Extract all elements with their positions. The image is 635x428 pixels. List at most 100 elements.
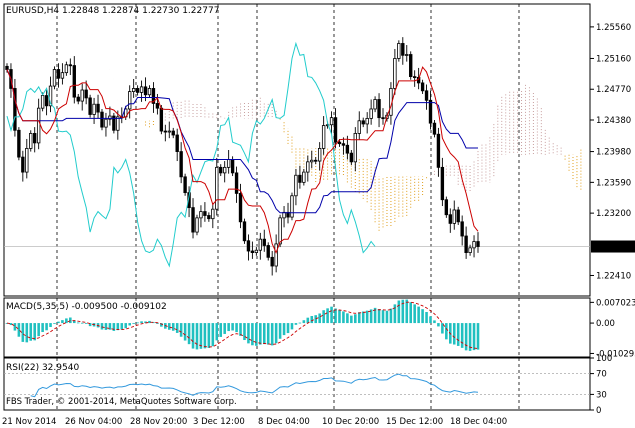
candle-body — [397, 43, 401, 59]
macd-signal-line — [6, 301, 479, 350]
candle-body — [112, 115, 116, 131]
macd-bar — [468, 323, 472, 351]
candle-body — [274, 243, 278, 267]
candle-body — [246, 240, 251, 252]
x-tick-label: 26 Nov 04:00 — [65, 417, 122, 427]
candle-body — [369, 108, 373, 119]
price-tick-label: 1.22410 — [596, 271, 631, 281]
candle-body — [472, 241, 476, 249]
candle-body — [254, 249, 259, 253]
candle-body — [171, 130, 175, 136]
candle-body — [159, 107, 164, 132]
candle-body — [64, 64, 69, 74]
macd-bar — [357, 312, 361, 324]
price-tick-label: 1.24770 — [596, 85, 631, 95]
macd-bar — [136, 322, 139, 324]
macd-bar — [227, 323, 230, 332]
candle-body — [207, 215, 211, 220]
candle-body — [147, 88, 152, 96]
price-tick-label: 1.24380 — [596, 116, 631, 126]
macd-bar — [128, 323, 131, 326]
candle-body — [92, 103, 96, 115]
candle-body — [373, 99, 377, 110]
candle-body — [179, 151, 183, 178]
candle-body — [21, 156, 25, 173]
candle-body — [183, 176, 187, 194]
macd-bar — [251, 323, 254, 346]
kijun-line — [6, 69, 478, 214]
macd-bar — [294, 323, 298, 325]
macd-bar — [124, 323, 128, 329]
macd-bar — [282, 323, 286, 336]
candle-body — [393, 58, 397, 89]
macd-bar — [369, 309, 373, 324]
candle-body — [76, 96, 80, 102]
candle-body — [333, 117, 338, 143]
macd-bar — [338, 310, 341, 324]
candle-body — [116, 116, 120, 131]
macd-bar — [421, 309, 424, 324]
macd-bar — [365, 310, 369, 324]
macd-bar — [346, 313, 349, 324]
macd-bar — [199, 323, 203, 349]
rsi-panel — [4, 373, 590, 398]
candle-body — [314, 159, 318, 162]
macd-bar — [140, 321, 143, 324]
candle-body — [357, 120, 361, 134]
candle-body — [456, 209, 460, 223]
candle-body — [432, 122, 437, 135]
macd-bar — [306, 317, 310, 324]
macd-bar — [330, 306, 333, 324]
candle-body — [294, 174, 298, 197]
macd-bar — [144, 321, 147, 324]
candle-body — [270, 256, 274, 267]
macd-bar — [274, 323, 278, 344]
candle-body — [464, 235, 468, 253]
candle-body — [278, 217, 282, 245]
x-tick-label: 10 Dec 20:00 — [322, 417, 379, 427]
macd-tick-label: -0.010295 — [596, 349, 635, 359]
candle-body — [310, 159, 314, 163]
macd-bar — [76, 322, 80, 324]
macd-bar — [88, 323, 92, 327]
macd-bar — [104, 323, 108, 330]
macd-bar — [381, 310, 385, 324]
macd-bar — [437, 323, 440, 327]
candle-body — [60, 72, 65, 79]
price-tick-label: 1.23980 — [596, 148, 631, 158]
macd-title: MACD(5,35,5) -0.009500 -0.009102 — [6, 302, 167, 312]
x-tick-label: 8 Dec 04:00 — [258, 417, 310, 427]
candle-body — [223, 166, 227, 174]
candle-body — [448, 214, 452, 224]
x-tick-label: 21 Nov 2014 — [2, 417, 56, 427]
macd-bar — [84, 323, 88, 324]
macd-bar — [397, 300, 401, 324]
ichimoku-cloud — [145, 84, 582, 231]
candle-body — [262, 238, 266, 246]
macd-bar — [116, 323, 120, 331]
macd-bar — [120, 323, 124, 330]
macd-bar — [314, 315, 318, 324]
macd-bar — [167, 323, 171, 330]
macd-bar — [373, 307, 377, 324]
macd-bar — [262, 323, 266, 345]
candle-body — [195, 217, 199, 233]
candle-body — [321, 125, 326, 149]
rsi-title: RSI(22) 32.9540 — [6, 363, 79, 373]
x-tick-label: 18 Dec 04:00 — [450, 417, 507, 427]
macd-tick-label: 0.007023 — [596, 298, 635, 308]
macd-bar — [21, 323, 25, 342]
candle-body — [302, 171, 306, 183]
tenkan-line — [6, 66, 479, 254]
candle-body — [80, 89, 84, 102]
panel-frame-macd — [3, 297, 591, 358]
candle-body — [345, 144, 350, 154]
macd-bar — [25, 323, 29, 343]
macd-bar — [441, 323, 444, 334]
candle-body — [187, 192, 191, 209]
candle-body — [412, 76, 417, 79]
candle-body — [108, 115, 112, 120]
macd-bar — [417, 306, 420, 324]
macd-bar — [160, 323, 163, 327]
